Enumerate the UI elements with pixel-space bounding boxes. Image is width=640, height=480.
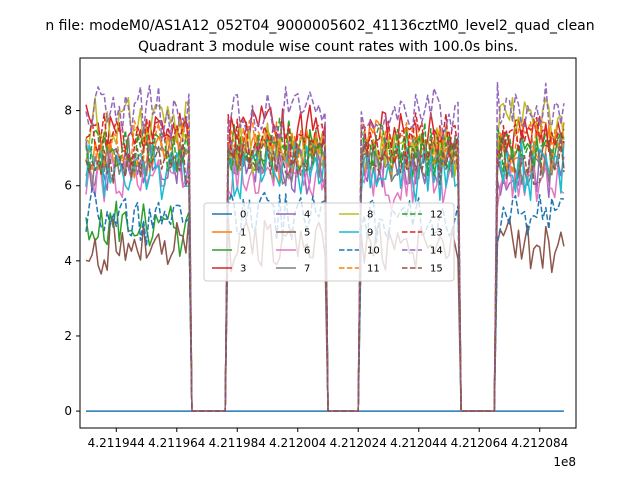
legend-label-12: 12 [430,210,443,221]
legend-label-8: 8 [367,210,373,221]
y-tick-label: 2 [64,329,72,343]
series-line-15 [85,134,565,412]
legend-label-13: 13 [430,228,443,239]
x-tick-label: 4.212004 [269,436,326,450]
x-tick-label: 4.212064 [451,436,508,450]
series-line-12 [85,117,565,412]
chart-title: Quadrant 3 module wise count rates with … [138,39,518,55]
x-tick-label: 4.212044 [390,436,447,450]
x-axis: 4.211944 4.211964 4.211984 4.212004 4.212024… [88,428,568,450]
y-axis: 0 2 4 6 8 [64,104,80,418]
series-line-2 [85,124,565,412]
x-tick-label: 4.211964 [148,436,205,450]
series-line-13 [85,112,565,412]
y-tick-label: 4 [64,254,72,268]
legend-label-7: 7 [304,264,310,275]
x-tick-label: 4.211944 [88,436,145,450]
legend-label-10: 10 [367,246,380,257]
legend-label-14: 14 [430,246,443,257]
series-line-8 [85,96,565,412]
legend-label-0: 0 [240,210,246,221]
legend-label-6: 6 [304,246,310,257]
legend-label-15: 15 [430,264,443,275]
x-tick-label: 4.212024 [330,436,387,450]
series-line-6 [85,151,565,412]
y-tick-label: 0 [64,404,72,418]
y-tick-label: 8 [64,104,72,118]
y-tick-label: 6 [64,179,72,193]
legend-label-4: 4 [304,210,310,221]
legend-box [203,202,455,282]
legend-label-2: 2 [240,246,246,257]
series-line-14 [85,81,565,412]
x-offset-label: 1e8 [553,455,576,469]
legend-label-1: 1 [240,228,246,239]
legend-label-3: 3 [240,264,246,275]
legend-label-9: 9 [367,228,373,239]
legend-label-5: 5 [304,228,310,239]
x-tick-label: 4.212084 [511,436,568,450]
legend-label-11: 11 [367,264,380,275]
figure-suptitle: n file: modeM0/AS1A12_052T04_9000005602_… [45,18,594,34]
x-tick-label: 4.211984 [209,436,266,450]
plot-frame [79,57,577,429]
